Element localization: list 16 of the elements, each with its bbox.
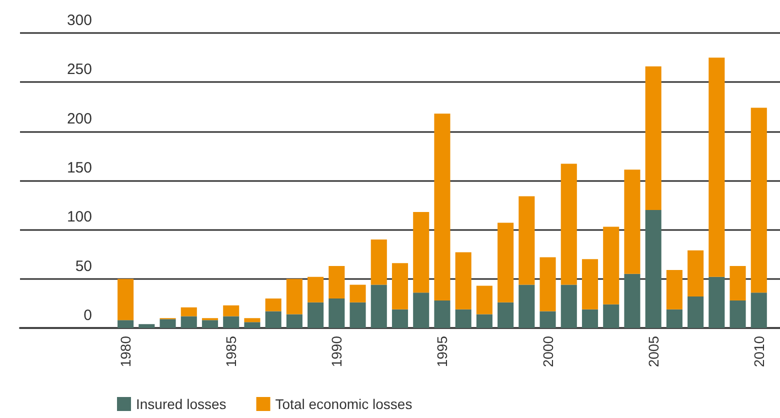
x-tick-label: 2005 xyxy=(645,336,662,368)
x-tick-label: 1980 xyxy=(118,336,134,368)
y-tick-label: 100 xyxy=(66,208,92,226)
y-tick-label: 250 xyxy=(66,61,92,78)
y-tick-label: 150 xyxy=(66,160,92,176)
legend-label: Insured losses xyxy=(136,396,226,412)
x-tick-label: 1985 xyxy=(223,336,240,368)
x-tick-label: 2010 xyxy=(750,336,767,368)
x-tick-label: 1995 xyxy=(434,336,450,368)
y-tick-label: 50 xyxy=(75,258,92,275)
y-tick-label: 200 xyxy=(66,110,92,128)
legend-label: Total economic losses xyxy=(275,396,412,412)
x-tick-label: 1990 xyxy=(328,336,345,368)
y-tick-label: 300 xyxy=(66,12,92,29)
x-tick-label: 2000 xyxy=(540,336,556,368)
y-tick-label: 0 xyxy=(84,307,92,324)
